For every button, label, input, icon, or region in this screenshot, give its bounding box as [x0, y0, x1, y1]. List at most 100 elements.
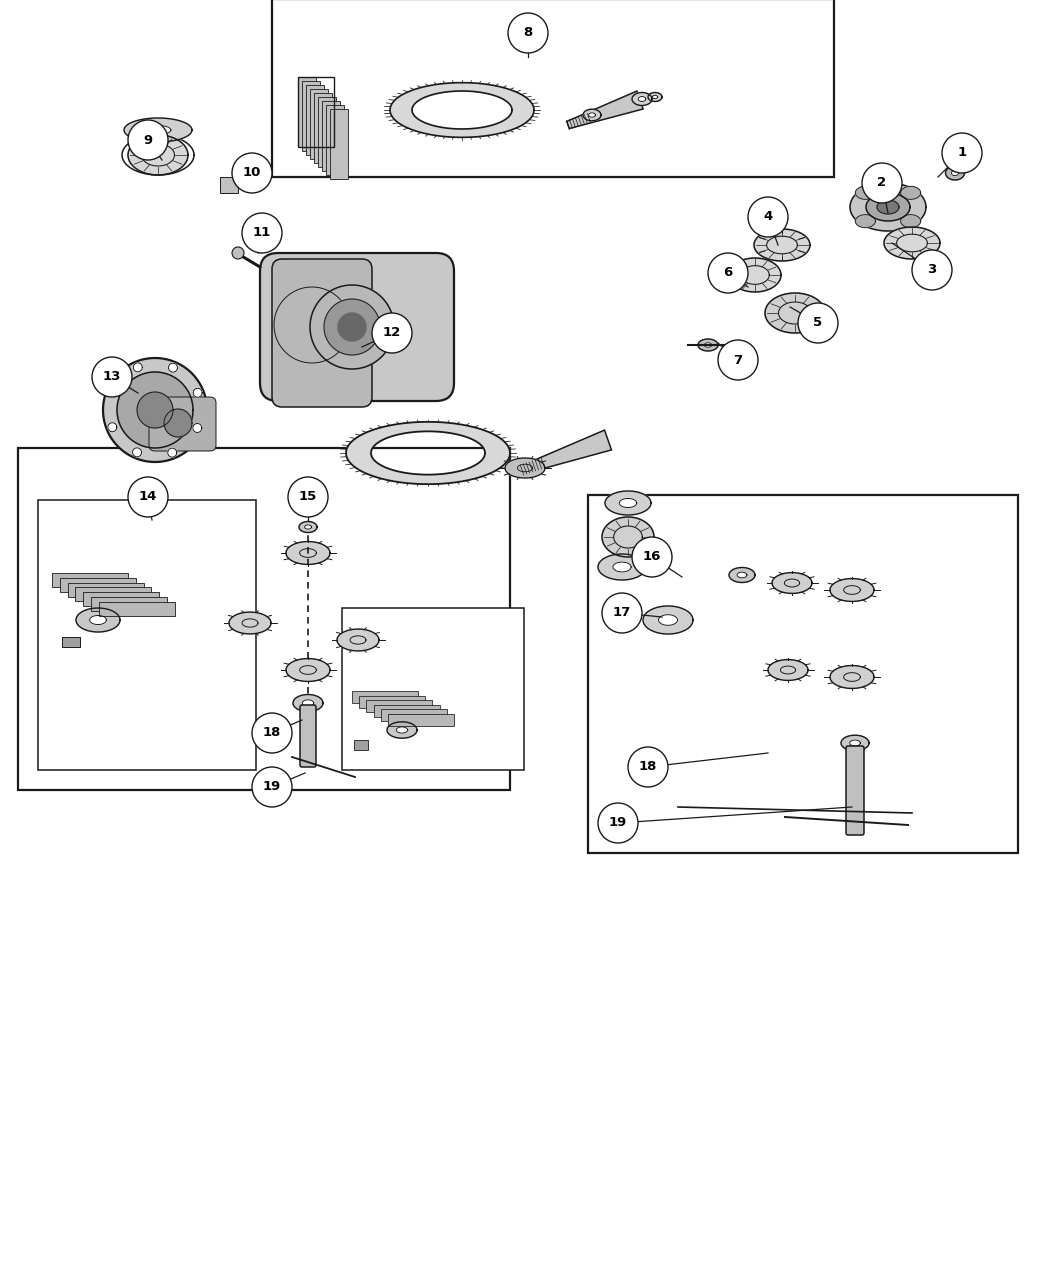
Polygon shape — [830, 666, 874, 689]
Text: 10: 10 — [243, 167, 261, 180]
Polygon shape — [99, 602, 174, 616]
Text: 9: 9 — [144, 134, 152, 147]
Text: 18: 18 — [638, 760, 657, 774]
Text: 18: 18 — [262, 727, 281, 739]
Polygon shape — [866, 193, 910, 221]
Polygon shape — [67, 583, 144, 597]
Circle shape — [128, 120, 168, 159]
Polygon shape — [765, 293, 825, 333]
Polygon shape — [877, 200, 899, 214]
Polygon shape — [83, 592, 160, 606]
Polygon shape — [310, 286, 394, 368]
Text: 17: 17 — [613, 607, 631, 620]
Polygon shape — [89, 616, 106, 625]
Polygon shape — [124, 119, 192, 142]
Polygon shape — [168, 448, 176, 458]
Polygon shape — [76, 608, 120, 632]
FancyBboxPatch shape — [342, 608, 524, 770]
Polygon shape — [945, 166, 965, 180]
Polygon shape — [589, 112, 595, 117]
Circle shape — [628, 747, 668, 787]
Polygon shape — [326, 105, 344, 175]
Circle shape — [232, 153, 272, 193]
Polygon shape — [286, 659, 330, 681]
Text: 8: 8 — [523, 27, 532, 40]
Polygon shape — [293, 695, 323, 711]
Polygon shape — [390, 83, 534, 138]
Polygon shape — [698, 339, 718, 351]
Text: 2: 2 — [878, 176, 886, 190]
FancyBboxPatch shape — [272, 0, 834, 177]
Polygon shape — [220, 177, 238, 193]
Polygon shape — [521, 430, 611, 474]
Polygon shape — [108, 423, 117, 432]
Polygon shape — [374, 705, 440, 717]
Polygon shape — [302, 700, 314, 706]
Polygon shape — [613, 562, 631, 572]
Circle shape — [288, 477, 328, 516]
Polygon shape — [302, 82, 320, 150]
Polygon shape — [314, 93, 332, 163]
Text: 12: 12 — [383, 326, 401, 339]
Circle shape — [942, 133, 982, 173]
Circle shape — [708, 252, 748, 293]
FancyBboxPatch shape — [260, 252, 454, 402]
FancyBboxPatch shape — [18, 448, 510, 790]
Polygon shape — [901, 214, 921, 228]
Circle shape — [252, 768, 292, 807]
Polygon shape — [168, 363, 177, 372]
FancyBboxPatch shape — [149, 397, 216, 451]
Polygon shape — [304, 525, 312, 529]
Polygon shape — [388, 714, 454, 725]
Polygon shape — [91, 597, 167, 611]
Polygon shape — [901, 186, 921, 199]
FancyBboxPatch shape — [38, 500, 256, 770]
Polygon shape — [133, 363, 142, 372]
Polygon shape — [830, 579, 874, 602]
Polygon shape — [643, 606, 693, 634]
Polygon shape — [354, 740, 368, 750]
Text: 7: 7 — [734, 353, 742, 366]
Polygon shape — [856, 214, 876, 228]
Text: 4: 4 — [763, 210, 773, 223]
Polygon shape — [193, 389, 203, 398]
Polygon shape — [76, 588, 151, 602]
FancyBboxPatch shape — [846, 746, 864, 835]
Polygon shape — [850, 184, 926, 231]
Polygon shape — [620, 499, 636, 507]
Polygon shape — [103, 358, 207, 462]
Polygon shape — [322, 101, 340, 171]
Circle shape — [372, 312, 412, 353]
Polygon shape — [229, 612, 271, 634]
Circle shape — [92, 357, 132, 397]
Polygon shape — [648, 93, 662, 102]
Text: 15: 15 — [299, 491, 317, 504]
Polygon shape — [136, 391, 173, 428]
Polygon shape — [381, 709, 447, 720]
FancyBboxPatch shape — [300, 705, 316, 768]
Polygon shape — [729, 567, 755, 583]
Polygon shape — [583, 110, 601, 121]
Polygon shape — [632, 93, 652, 106]
Polygon shape — [299, 521, 317, 533]
Polygon shape — [132, 448, 142, 456]
Polygon shape — [638, 97, 646, 102]
Circle shape — [128, 477, 168, 516]
Circle shape — [598, 803, 638, 843]
Polygon shape — [849, 740, 860, 746]
Polygon shape — [60, 578, 135, 592]
Text: 19: 19 — [262, 780, 281, 793]
Circle shape — [508, 13, 548, 54]
Circle shape — [232, 247, 244, 259]
Text: 14: 14 — [139, 491, 157, 504]
Circle shape — [252, 713, 292, 754]
Polygon shape — [286, 542, 330, 565]
Text: 16: 16 — [643, 551, 662, 564]
Polygon shape — [52, 572, 128, 586]
Polygon shape — [772, 572, 812, 593]
Polygon shape — [366, 700, 433, 711]
Polygon shape — [324, 300, 380, 354]
Polygon shape — [737, 572, 747, 578]
Polygon shape — [62, 638, 80, 646]
Polygon shape — [318, 97, 336, 167]
